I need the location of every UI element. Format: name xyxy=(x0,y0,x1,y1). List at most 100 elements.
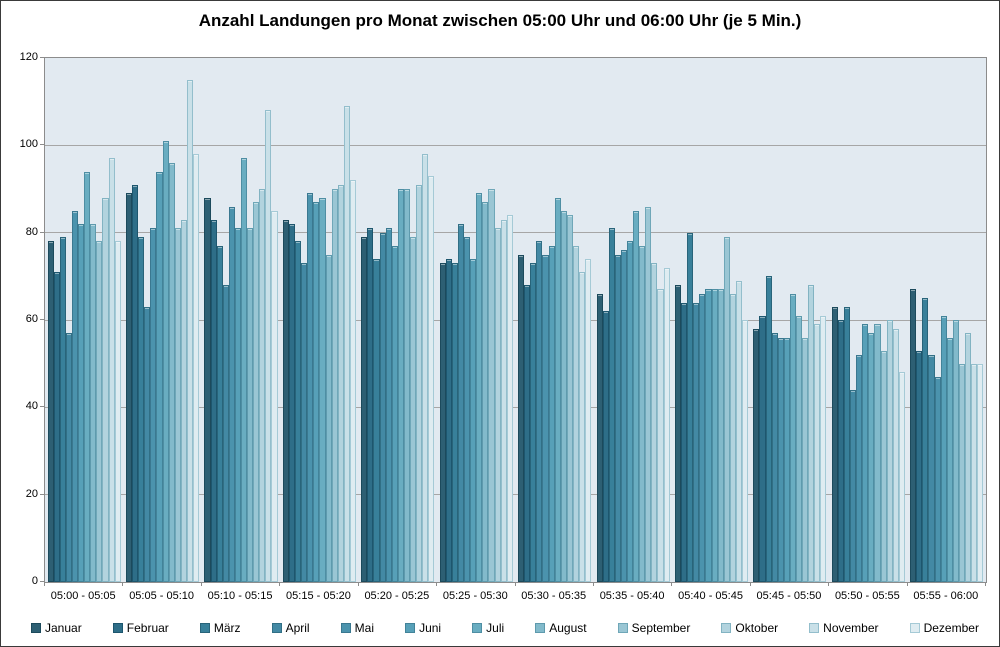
bar-november xyxy=(814,324,821,582)
legend-label: April xyxy=(285,621,310,635)
bar-oktober xyxy=(965,333,972,582)
bar-september xyxy=(880,350,887,582)
bar-juli xyxy=(476,193,483,582)
bar-februar xyxy=(602,311,609,582)
legend-item-märz: März xyxy=(199,621,241,635)
bar-juni xyxy=(391,245,398,582)
legend-swatch-icon xyxy=(617,623,628,633)
bar-november xyxy=(108,158,115,582)
bar-september xyxy=(488,189,495,582)
bar-august xyxy=(560,210,567,582)
bar-märz xyxy=(530,263,537,582)
bar-april xyxy=(536,241,543,582)
bar-märz xyxy=(687,232,694,582)
y-axis-tick xyxy=(40,493,44,495)
x-axis-label: 05:30 - 05:35 xyxy=(521,590,587,602)
x-axis-label: 05:40 - 05:45 xyxy=(678,590,743,602)
bar-dezember xyxy=(114,241,121,582)
legend-label: Mai xyxy=(354,621,375,635)
bar-märz xyxy=(451,263,458,582)
bar-group-05-05---05-10 xyxy=(126,58,200,582)
bar-februar xyxy=(759,315,766,582)
bar-group-05-55---06-00 xyxy=(910,58,984,582)
bar-mai xyxy=(307,193,314,582)
bar-april xyxy=(771,333,778,582)
legend-item-august: August xyxy=(535,621,587,635)
bar-mai xyxy=(856,354,863,582)
bar-juli xyxy=(868,333,875,582)
bar-juli xyxy=(554,197,561,582)
x-axis-tick xyxy=(906,582,908,586)
bar-mai xyxy=(777,337,784,582)
legend-swatch-icon xyxy=(271,623,282,633)
x-axis-tick xyxy=(828,582,830,586)
bar-märz xyxy=(765,276,772,582)
bar-august xyxy=(717,289,724,582)
y-axis-label: 20 xyxy=(25,487,38,500)
bar-august xyxy=(482,202,489,582)
bar-januar xyxy=(361,237,368,582)
x-axis-label: 05:00 - 05:05 xyxy=(50,590,116,602)
bar-november xyxy=(500,219,507,582)
bar-februar xyxy=(367,228,374,582)
bar-group-05-40---05-45 xyxy=(674,58,749,582)
bar-april xyxy=(65,333,72,582)
bar-september xyxy=(566,215,573,582)
bar-august xyxy=(247,228,254,582)
bar-juli xyxy=(162,141,169,582)
bar-märz xyxy=(216,245,223,582)
bar-mai xyxy=(464,237,471,582)
legend-label: Oktober xyxy=(735,621,779,635)
bar-mai xyxy=(71,210,79,582)
bar-oktober xyxy=(416,184,423,582)
bar-juli xyxy=(84,171,91,582)
legend-item-juni: Juni xyxy=(405,621,441,635)
legend-label: Januar xyxy=(45,621,82,635)
bar-februar xyxy=(210,219,217,582)
bar-september xyxy=(802,337,809,582)
legend-item-november: November xyxy=(809,621,879,635)
x-axis-label: 05:20 - 05:25 xyxy=(364,590,430,602)
y-axis-label: 40 xyxy=(25,400,38,413)
gridline xyxy=(45,494,986,496)
bar-märz xyxy=(138,237,145,582)
x-axis-tick xyxy=(44,582,45,586)
legend-swatch-icon xyxy=(405,623,416,633)
bar-september xyxy=(174,228,181,582)
bar-april xyxy=(614,254,621,582)
bar-group-05-30---05-35 xyxy=(518,58,592,582)
bar-februar xyxy=(916,350,923,582)
legend-label: November xyxy=(823,621,879,635)
bar-juli xyxy=(319,197,326,582)
bar-november xyxy=(735,280,742,582)
bar-group-05-15---05-20 xyxy=(282,58,356,582)
bar-group-05-45---05-50 xyxy=(753,58,827,582)
gridline xyxy=(45,144,986,146)
bar-juli xyxy=(633,210,640,582)
bar-januar xyxy=(282,219,289,582)
bar-april xyxy=(850,389,857,582)
legend-label: September xyxy=(631,621,691,635)
bar-märz xyxy=(922,298,929,582)
bar-november xyxy=(579,272,586,582)
bar-april xyxy=(301,263,308,582)
bar-juli xyxy=(241,158,248,582)
bar-november xyxy=(892,328,899,582)
bar-juni xyxy=(626,241,634,582)
bar-märz xyxy=(295,241,302,582)
bar-november xyxy=(971,363,978,582)
bar-juni xyxy=(156,171,163,582)
bar-september xyxy=(253,202,260,582)
bar-juni xyxy=(705,289,712,582)
legend-swatch-icon xyxy=(809,623,820,633)
x-axis-tick xyxy=(749,582,751,586)
legend-swatch-icon xyxy=(909,623,920,633)
bar-november xyxy=(265,110,272,582)
bar-september xyxy=(331,189,338,582)
legend-label: März xyxy=(213,621,241,635)
legend-item-april: April xyxy=(271,621,310,635)
bar-mai xyxy=(699,293,706,582)
bar-group-05-10---05-15 xyxy=(204,58,278,582)
legend-item-februar: Februar xyxy=(112,621,169,635)
